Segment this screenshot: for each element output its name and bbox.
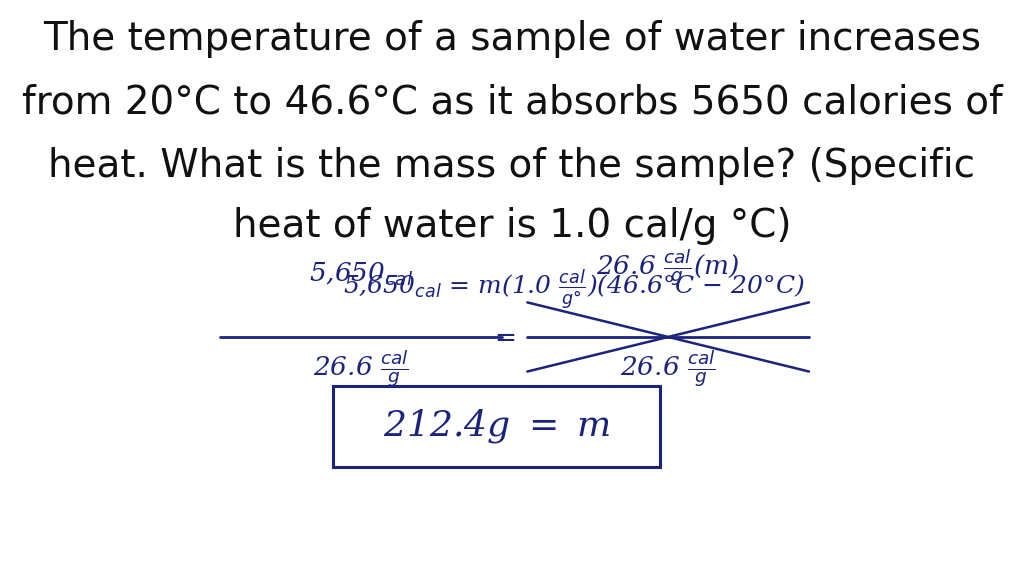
Text: heat of water is 1.0 cal/g °C): heat of water is 1.0 cal/g °C) — [232, 207, 792, 245]
Text: 5,650$_{cal}$: 5,650$_{cal}$ — [309, 260, 413, 288]
Text: 26.6 $\frac{cal}{g}$: 26.6 $\frac{cal}{g}$ — [621, 348, 716, 389]
Text: 26.6 $\frac{cal}{g}$: 26.6 $\frac{cal}{g}$ — [313, 348, 409, 389]
Text: from 20°C to 46.6°C as it absorbs 5650 calories of: from 20°C to 46.6°C as it absorbs 5650 c… — [22, 84, 1002, 122]
Text: 26.6 $\frac{cal}{g}$(m): 26.6 $\frac{cal}{g}$(m) — [596, 248, 740, 288]
Text: heat. What is the mass of the sample? (Specific: heat. What is the mass of the sample? (S… — [48, 147, 976, 185]
Text: 212.4g $=$ m: 212.4g $=$ m — [383, 407, 610, 445]
Text: $=$: $=$ — [488, 324, 515, 350]
Text: 5,650$_{cal}$ = m(1.0 $\frac{cal}{g°}$)(46.6°C $-$ 20°C): 5,650$_{cal}$ = m(1.0 $\frac{cal}{g°}$)(… — [343, 268, 804, 312]
Text: The temperature of a sample of water increases: The temperature of a sample of water inc… — [43, 20, 981, 58]
